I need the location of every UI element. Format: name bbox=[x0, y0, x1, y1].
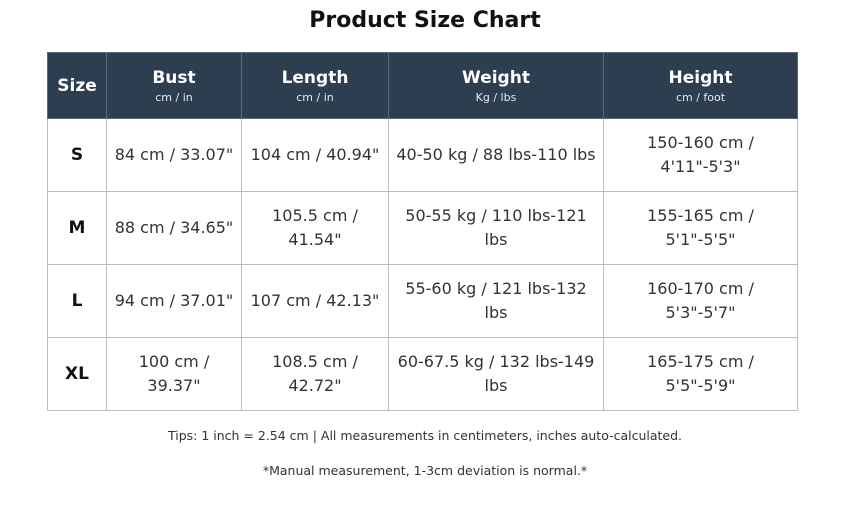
column-header-unit: cm / foot bbox=[675, 90, 726, 104]
height-cell: 150-160 cm / 4'11"-5'3" bbox=[603, 118, 798, 192]
column-header-label: Length bbox=[281, 67, 349, 88]
table-row: S 84 cm / 33.07" 104 cm / 40.94" 40-50 k… bbox=[47, 118, 798, 192]
column-header-size: Size bbox=[47, 52, 107, 119]
column-header-bust: Bust cm / in bbox=[106, 52, 242, 119]
bust-cell: 84 cm / 33.07" bbox=[106, 118, 242, 192]
table-row: M 88 cm / 34.65" 105.5 cm / 41.54" 50-55… bbox=[47, 191, 798, 265]
size-cell: XL bbox=[47, 337, 107, 411]
bust-cell: 100 cm / 39.37" bbox=[106, 337, 242, 411]
column-header-weight: Weight Kg / lbs bbox=[388, 52, 604, 119]
bust-cell: 88 cm / 34.65" bbox=[106, 191, 242, 265]
column-header-length: Length cm / in bbox=[241, 52, 389, 119]
size-cell: M bbox=[47, 191, 107, 265]
measurement-note: *Manual measurement, 1-3cm deviation is … bbox=[262, 463, 588, 478]
tips-text: Tips: 1 inch = 2.54 cm | All measurement… bbox=[167, 428, 683, 443]
length-cell: 104 cm / 40.94" bbox=[241, 118, 389, 192]
weight-cell: 50-55 kg / 110 lbs-121 lbs bbox=[388, 191, 604, 265]
column-header-unit: cm / in bbox=[296, 90, 334, 104]
column-header-unit: cm / in bbox=[155, 90, 193, 104]
table-row: L 94 cm / 37.01" 107 cm / 42.13" 55-60 k… bbox=[47, 264, 798, 338]
size-chart-table: Size Bust cm / in Length cm / in Weight … bbox=[47, 52, 798, 411]
column-header-label: Height bbox=[668, 67, 733, 88]
height-cell: 155-165 cm / 5'1"-5'5" bbox=[603, 191, 798, 265]
length-cell: 105.5 cm / 41.54" bbox=[241, 191, 389, 265]
length-cell: 107 cm / 42.13" bbox=[241, 264, 389, 338]
bust-cell: 94 cm / 37.01" bbox=[106, 264, 242, 338]
weight-cell: 60-67.5 kg / 132 lbs-149 lbs bbox=[388, 337, 604, 411]
page-title: Product Size Chart bbox=[309, 8, 541, 33]
table-header-row: Size Bust cm / in Length cm / in Weight … bbox=[47, 52, 798, 119]
table-row: XL 100 cm / 39.37" 108.5 cm / 42.72" 60-… bbox=[47, 337, 798, 411]
height-cell: 160-170 cm / 5'3"-5'7" bbox=[603, 264, 798, 338]
column-header-label: Weight bbox=[462, 67, 530, 88]
weight-cell: 55-60 kg / 121 lbs-132 lbs bbox=[388, 264, 604, 338]
column-header-label: Size bbox=[57, 75, 97, 96]
length-cell: 108.5 cm / 42.72" bbox=[241, 337, 389, 411]
column-header-label: Bust bbox=[152, 67, 196, 88]
column-header-unit: Kg / lbs bbox=[475, 90, 517, 104]
size-cell: L bbox=[47, 264, 107, 338]
height-cell: 165-175 cm / 5'5"-5'9" bbox=[603, 337, 798, 411]
weight-cell: 40-50 kg / 88 lbs-110 lbs bbox=[388, 118, 604, 192]
column-header-height: Height cm / foot bbox=[603, 52, 798, 119]
size-cell: S bbox=[47, 118, 107, 192]
